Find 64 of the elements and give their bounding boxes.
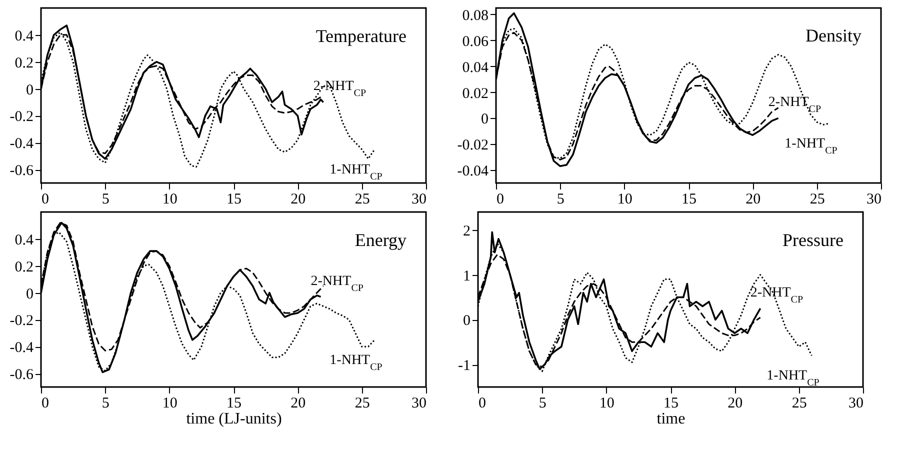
x-tick-label: 30 — [848, 396, 864, 412]
x-tick-label: 20 — [290, 396, 306, 412]
y-tick-label: 0.02 — [462, 86, 488, 102]
x-tick-label: 30 — [412, 396, 426, 412]
x-tick-label: 10 — [162, 396, 178, 412]
series-label: 2-NHT$_{CP}$ — [750, 285, 804, 305]
y-tick-label: 0 — [26, 286, 34, 302]
y-tick-label: 0.06 — [462, 34, 489, 50]
x-tick-label: 25 — [354, 396, 370, 412]
x-tick-label: 10 — [617, 192, 632, 208]
series-label: 1-NHT$_{CP}$ — [330, 162, 383, 182]
text: Energy — [354, 230, 406, 250]
y-tick-label: 0.04 — [462, 60, 489, 76]
x-tick-label: 15 — [682, 192, 696, 208]
y-tick-label: 0 — [26, 82, 34, 98]
y-tick-label: 0.4 — [14, 232, 34, 248]
y-tick-label: -0.6 — [10, 163, 34, 180]
y-tick-label: -0.2 — [10, 109, 34, 126]
text: Pressure — [782, 230, 844, 250]
text: Density — [806, 25, 862, 46]
text: Temperature — [316, 26, 407, 46]
x-tick-label: 5 — [102, 396, 110, 412]
x-tick-label: 25 — [792, 396, 807, 412]
x-tick-label: 15 — [664, 396, 678, 412]
x-tick-label: 5 — [102, 192, 110, 208]
x-tick-label: 25 — [354, 192, 370, 208]
x-tick-label: 20 — [728, 396, 743, 412]
x-tick-label: 20 — [746, 192, 761, 208]
series-label: 2-NHT$_{CP}$ — [768, 95, 822, 115]
x-tick-label: 10 — [599, 396, 614, 412]
series-label: 1-NHT$_{CP}$ — [784, 136, 838, 156]
x-tick-label: 25 — [810, 192, 825, 208]
x-axis-title: time — [656, 410, 686, 428]
y-tick-label: -0.4 — [10, 340, 34, 356]
y-tick-label: 0.4 — [14, 28, 34, 44]
x-tick-label: 20 — [290, 192, 306, 208]
x-tick-label: 15 — [226, 192, 242, 208]
y-tick-label: -1 — [458, 358, 470, 374]
series-label: 1-NHT$_{CP}$ — [330, 352, 383, 372]
x-tick-label: 10 — [162, 192, 178, 208]
x-tick-label: 5 — [556, 192, 564, 208]
series-label: 1-NHT$_{CP}$ — [766, 368, 820, 388]
y-tick-label: 2 — [463, 223, 470, 240]
x-tick-label: 30 — [412, 192, 426, 208]
y-tick-label: -0.2 — [10, 313, 34, 330]
y-tick-label: 0 — [463, 313, 470, 330]
y-tick-label: -0.6 — [10, 367, 34, 384]
y-tick-label: 0.2 — [14, 259, 34, 276]
y-tick-label: 1 — [463, 268, 470, 284]
x-tick-label: 0 — [42, 192, 49, 208]
y-tick-label: -0.04 — [457, 164, 489, 180]
x-tick-label: 30 — [866, 192, 882, 208]
series-label: 2-NHT$_{CP}$ — [310, 274, 364, 294]
x-tick-label: 0 — [496, 192, 504, 208]
x-tick-label: 15 — [226, 396, 242, 412]
x-tick-label: 5 — [538, 396, 546, 412]
y-tick-label: -0.4 — [10, 136, 34, 152]
y-tick-label: 0 — [481, 112, 488, 128]
y-tick-label: -0.02 — [457, 138, 488, 154]
y-tick-label: 0.2 — [14, 55, 34, 72]
x-axis-title: time (LJ-units) — [186, 410, 282, 428]
y-tick-label: 0.08 — [462, 8, 488, 24]
series-label: 2-NHT$_{CP}$ — [313, 79, 366, 99]
x-tick-label: 0 — [42, 396, 49, 412]
